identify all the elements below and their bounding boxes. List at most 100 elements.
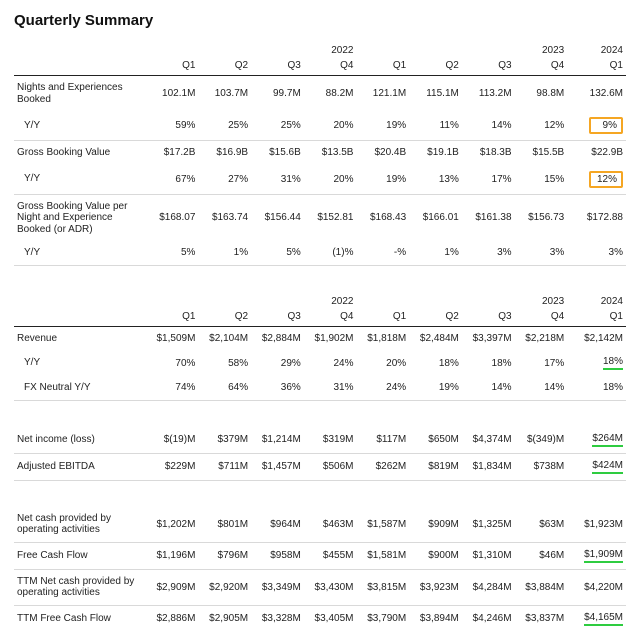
- col-header: Q2: [409, 56, 462, 76]
- cell: 115.1M: [409, 76, 462, 112]
- cell: 31%: [304, 376, 357, 400]
- cell: $2,142M: [567, 326, 626, 350]
- cell: 20%: [304, 111, 357, 140]
- cell: $801M: [198, 507, 251, 542]
- cell: $161.38: [462, 195, 515, 242]
- cell: 98.8M: [515, 76, 568, 112]
- cell: 17%: [515, 350, 568, 376]
- year-2022: 2022: [304, 41, 357, 56]
- table-row: Y/Y59%25%25%20%19%11%14%12%9%: [14, 111, 626, 140]
- cell: $1,509M: [146, 326, 199, 350]
- cell: 5%: [146, 241, 199, 265]
- cell: 14%: [462, 376, 515, 400]
- cell: $3,328M: [251, 606, 304, 632]
- col-header: Q3: [462, 56, 515, 76]
- cell: $2,909M: [146, 570, 199, 605]
- cell: $166.01: [409, 195, 462, 242]
- col-header: Q1: [567, 56, 626, 76]
- cell: $152.81: [304, 195, 357, 242]
- cell: $3,815M: [356, 570, 409, 605]
- cell: $3,430M: [304, 570, 357, 605]
- cell: 31%: [251, 165, 304, 194]
- cell: $379M: [198, 427, 251, 453]
- table-row: Nights and Experiences Booked102.1M103.7…: [14, 76, 626, 112]
- cell: $46M: [515, 543, 568, 569]
- cell: $(19)M: [146, 427, 199, 453]
- cell: $909M: [409, 507, 462, 542]
- cell: $463M: [304, 507, 357, 542]
- cell: $819M: [409, 454, 462, 480]
- row-label: Adjusted EBITDA: [14, 454, 146, 480]
- cell: $13.5B: [304, 141, 357, 165]
- cell: (1)%: [304, 241, 357, 265]
- table-row: Free Cash Flow$1,196M$796M$958M$455M$1,5…: [14, 543, 626, 569]
- cell: $156.73: [515, 195, 568, 242]
- cell: 9%: [567, 111, 626, 140]
- cell: 102.1M: [146, 76, 199, 112]
- cell: $319M: [304, 427, 357, 453]
- cell: $15.5B: [515, 141, 568, 165]
- year-2024: 2024: [567, 292, 626, 307]
- year-2023: 2023: [515, 41, 568, 56]
- cell: 113.2M: [462, 76, 515, 112]
- col-header: Q1: [146, 307, 199, 327]
- cell: $3,884M: [515, 570, 568, 605]
- cell: 27%: [198, 165, 251, 194]
- cell: 18%: [409, 350, 462, 376]
- cell: $63M: [515, 507, 568, 542]
- cell: $424M: [567, 454, 626, 480]
- col-header: Q1: [356, 56, 409, 76]
- row-label: Y/Y: [14, 350, 146, 376]
- page-title: Quarterly Summary: [14, 12, 626, 29]
- cell: $2,884M: [251, 326, 304, 350]
- cell: 99.7M: [251, 76, 304, 112]
- cell: 18%: [462, 350, 515, 376]
- cell: 1%: [198, 241, 251, 265]
- cell: $1,902M: [304, 326, 357, 350]
- cell: 58%: [198, 350, 251, 376]
- cell: $2,886M: [146, 606, 199, 632]
- cell: $3,405M: [304, 606, 357, 632]
- row-label: TTM Net cash provided by operating activ…: [14, 570, 146, 605]
- cell: $964M: [251, 507, 304, 542]
- cell: $1,581M: [356, 543, 409, 569]
- cell: $1,587M: [356, 507, 409, 542]
- cell: $264M: [567, 427, 626, 453]
- cell: 20%: [356, 350, 409, 376]
- cell: $506M: [304, 454, 357, 480]
- row-label: Net cash provided by operating activitie…: [14, 507, 146, 542]
- col-header: Q4: [304, 307, 357, 327]
- quarter-header-row: Q1Q2Q3Q4Q1Q2Q3Q4Q1: [14, 56, 626, 76]
- table-row: Net income (loss)$(19)M$379M$1,214M$319M…: [14, 427, 626, 453]
- cell: $4,220M: [567, 570, 626, 605]
- cell: 36%: [251, 376, 304, 400]
- cell: 74%: [146, 376, 199, 400]
- cell: $2,218M: [515, 326, 568, 350]
- row-label: Nights and Experiences Booked: [14, 76, 146, 112]
- cell: 3%: [515, 241, 568, 265]
- row-label: Net income (loss): [14, 427, 146, 453]
- col-header: Q4: [304, 56, 357, 76]
- cell: $738M: [515, 454, 568, 480]
- cell: $3,349M: [251, 570, 304, 605]
- col-header: Q1: [146, 56, 199, 76]
- col-header: Q3: [251, 307, 304, 327]
- col-header: Q3: [462, 307, 515, 327]
- cell: 18%: [567, 350, 626, 376]
- cell: 64%: [198, 376, 251, 400]
- cell: $3,894M: [409, 606, 462, 632]
- cell: 70%: [146, 350, 199, 376]
- year-2023: 2023: [515, 292, 568, 307]
- table-row: Adjusted EBITDA$229M$711M$1,457M$506M$26…: [14, 454, 626, 480]
- cell: $3,837M: [515, 606, 568, 632]
- table-row: TTM Net cash provided by operating activ…: [14, 570, 626, 605]
- cell: 67%: [146, 165, 199, 194]
- table-row: Y/Y70%58%29%24%20%18%18%17%18%: [14, 350, 626, 376]
- cell: 14%: [462, 111, 515, 140]
- cell: 14%: [515, 376, 568, 400]
- cell: $2,484M: [409, 326, 462, 350]
- spacer: [14, 481, 626, 507]
- year-2022: 2022: [304, 292, 357, 307]
- row-label: TTM Free Cash Flow: [14, 606, 146, 632]
- cell: $163.74: [198, 195, 251, 242]
